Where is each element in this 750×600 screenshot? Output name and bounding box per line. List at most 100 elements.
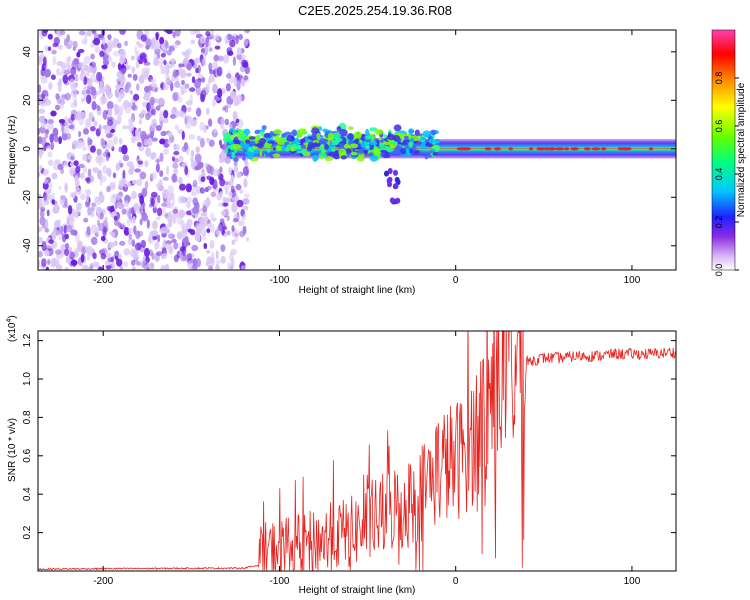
noise-point (215, 263, 220, 270)
noise-point (187, 228, 193, 233)
noise-point (219, 178, 226, 187)
signal-peak (648, 147, 654, 151)
noise-point (131, 66, 136, 74)
signal-peak (484, 147, 492, 151)
noise-point (111, 242, 118, 247)
noise-point (112, 172, 117, 179)
signal-blob (276, 137, 285, 146)
noise-point (184, 165, 189, 176)
noise-point (167, 185, 174, 195)
noise-point (122, 169, 126, 179)
noise-point (111, 262, 116, 268)
noise-point (118, 191, 123, 196)
noise-point (178, 63, 185, 68)
noise-point (40, 76, 48, 84)
signal-blob (233, 157, 239, 163)
noise-point (118, 77, 124, 82)
signal-peak (548, 147, 556, 151)
signal-blob (263, 133, 272, 139)
noise-point (45, 266, 49, 270)
signal-blob (409, 148, 413, 154)
noise-point (94, 46, 100, 54)
noise-point (82, 153, 88, 162)
noise-point (152, 220, 158, 230)
x-tick-label: -100 (269, 275, 289, 286)
noise-point (133, 202, 139, 212)
noise-point (167, 131, 173, 138)
signal-blob (266, 148, 271, 153)
noise-point (92, 261, 100, 268)
noise-point (178, 176, 183, 185)
noise-point (151, 252, 155, 260)
noise-point (193, 57, 201, 64)
noise-point (98, 34, 104, 39)
noise-point (144, 138, 149, 147)
noise-point (111, 61, 116, 68)
signal-peak (591, 147, 601, 151)
signal-blob (313, 142, 318, 146)
x-tick-label: -200 (93, 275, 113, 286)
spectrogram-signal-band (222, 122, 676, 205)
noise-point (151, 118, 158, 129)
noise-point (160, 130, 167, 137)
harmonic-blob (389, 197, 395, 204)
noise-point (58, 235, 63, 241)
noise-point (72, 94, 77, 102)
noise-point (78, 116, 85, 126)
noise-point (65, 132, 72, 140)
signal-blob (242, 143, 250, 150)
signal-blob (414, 129, 420, 136)
noise-point (243, 75, 248, 81)
noise-point (202, 205, 207, 213)
noise-point (86, 254, 91, 261)
noise-point (132, 216, 136, 224)
noise-point (173, 168, 179, 175)
noise-point (232, 56, 236, 66)
noise-point (106, 101, 114, 110)
noise-point (213, 54, 220, 62)
noise-point (190, 39, 196, 44)
signal-blob (335, 137, 343, 143)
noise-point (149, 152, 156, 160)
noise-point (104, 148, 109, 155)
noise-point (206, 175, 212, 181)
noise-point (58, 136, 63, 145)
noise-point (80, 264, 87, 270)
noise-point (132, 265, 136, 270)
noise-point (206, 164, 212, 174)
noise-point (221, 210, 226, 216)
noise-point (77, 62, 85, 69)
noise-point (172, 42, 179, 49)
noise-point (158, 97, 165, 106)
noise-point (94, 196, 100, 204)
noise-point (211, 61, 218, 69)
noise-point (162, 83, 170, 91)
noise-point (210, 30, 215, 37)
noise-point (226, 215, 230, 222)
noise-point (162, 188, 169, 199)
noise-point (90, 53, 95, 60)
noise-point (47, 151, 53, 158)
noise-point (216, 192, 222, 201)
noise-point (100, 253, 107, 260)
noise-point (144, 160, 149, 168)
noise-point (228, 166, 232, 175)
noise-point (232, 110, 238, 120)
noise-point (194, 201, 200, 209)
noise-point (47, 33, 53, 40)
noise-point (101, 64, 108, 70)
noise-point (75, 234, 80, 243)
noise-point (96, 219, 101, 227)
noise-point (167, 64, 172, 69)
noise-point (202, 232, 206, 241)
y-tick-label: 20 (22, 94, 33, 106)
noise-point (92, 167, 99, 174)
noise-point (224, 104, 229, 113)
signal-blob (348, 126, 354, 130)
noise-point (195, 258, 201, 268)
noise-point (220, 244, 226, 253)
noise-point (184, 83, 190, 89)
noise-point (68, 40, 74, 46)
signal-blob (340, 155, 347, 160)
noise-point (141, 213, 149, 222)
